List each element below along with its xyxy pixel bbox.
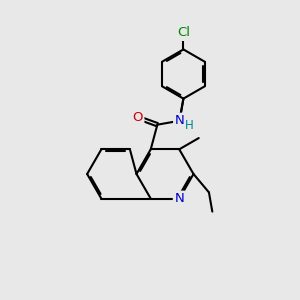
- Text: N: N: [175, 114, 184, 127]
- Text: Cl: Cl: [177, 26, 190, 39]
- Text: N: N: [174, 192, 184, 205]
- Text: H: H: [185, 119, 194, 132]
- Text: O: O: [132, 111, 143, 124]
